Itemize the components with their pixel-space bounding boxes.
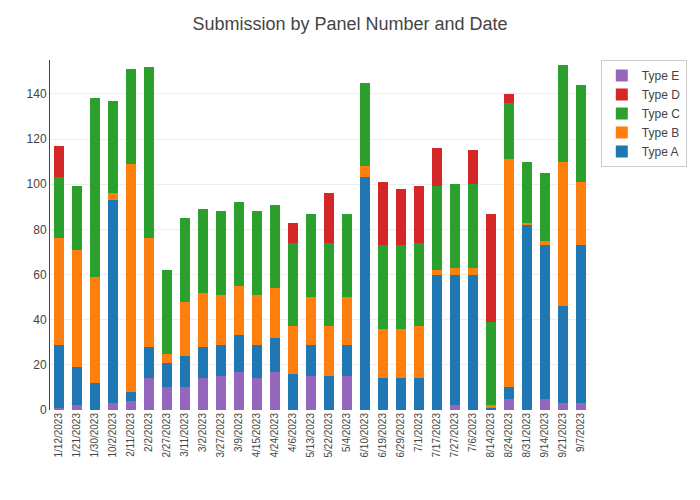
svg-text:1/30/2023: 1/30/2023 [89, 413, 100, 458]
svg-text:80: 80 [33, 223, 47, 237]
svg-text:3/27/2023: 3/27/2023 [215, 413, 226, 458]
svg-text:6/19/2023: 6/19/2023 [377, 413, 388, 458]
svg-text:4/6/2023: 4/6/2023 [287, 413, 298, 452]
svg-text:9/14/2023: 9/14/2023 [539, 413, 550, 458]
svg-text:60: 60 [33, 268, 47, 282]
svg-text:40: 40 [33, 313, 47, 327]
svg-text:100: 100 [27, 177, 47, 191]
svg-text:6/10/2023: 6/10/2023 [359, 413, 370, 458]
svg-text:20: 20 [33, 358, 47, 372]
svg-text:8/24/2023: 8/24/2023 [503, 413, 514, 458]
svg-text:2/11/2023: 2/11/2023 [125, 413, 136, 457]
svg-text:7/1/2023: 7/1/2023 [413, 413, 424, 452]
svg-text:9/7/2023: 9/7/2023 [575, 413, 586, 452]
svg-text:3/2/2023: 3/2/2023 [197, 413, 208, 452]
svg-text:10/2/2023: 10/2/2023 [107, 413, 118, 458]
svg-text:4/24/2023: 4/24/2023 [269, 413, 280, 458]
svg-text:7/17/2023: 7/17/2023 [431, 413, 442, 458]
svg-text:7/6/2023: 7/6/2023 [467, 413, 478, 452]
svg-text:5/13/2023: 5/13/2023 [305, 413, 316, 458]
svg-text:Type C: Type C [642, 107, 680, 121]
svg-text:7/27/2023: 7/27/2023 [449, 413, 460, 458]
svg-text:120: 120 [27, 132, 47, 146]
svg-text:Submission by Panel Number and: Submission by Panel Number and Date [192, 14, 507, 34]
svg-text:8/31/2023: 8/31/2023 [521, 413, 532, 458]
svg-text:9/21/2023: 9/21/2023 [557, 413, 568, 458]
svg-text:1/12/2023: 1/12/2023 [53, 413, 64, 458]
svg-text:2/27/2023: 2/27/2023 [161, 413, 172, 458]
svg-text:140: 140 [27, 87, 47, 101]
svg-text:5/22/2023: 5/22/2023 [323, 413, 334, 458]
svg-text:0: 0 [40, 403, 47, 417]
svg-text:8/14/2023: 8/14/2023 [485, 413, 496, 458]
svg-text:1/21/2023: 1/21/2023 [71, 413, 82, 458]
svg-text:Type B: Type B [642, 126, 679, 140]
svg-text:5/4/2023: 5/4/2023 [341, 413, 352, 452]
svg-text:4/15/2023: 4/15/2023 [251, 413, 262, 458]
svg-text:Type D: Type D [642, 88, 680, 102]
svg-text:Type E: Type E [642, 69, 679, 83]
svg-text:6/29/2023: 6/29/2023 [395, 413, 406, 458]
svg-text:3/11/2023: 3/11/2023 [179, 413, 190, 457]
svg-text:3/9/2023: 3/9/2023 [233, 413, 244, 452]
svg-text:Type A: Type A [642, 145, 679, 159]
svg-text:2/2/2023: 2/2/2023 [143, 413, 154, 452]
